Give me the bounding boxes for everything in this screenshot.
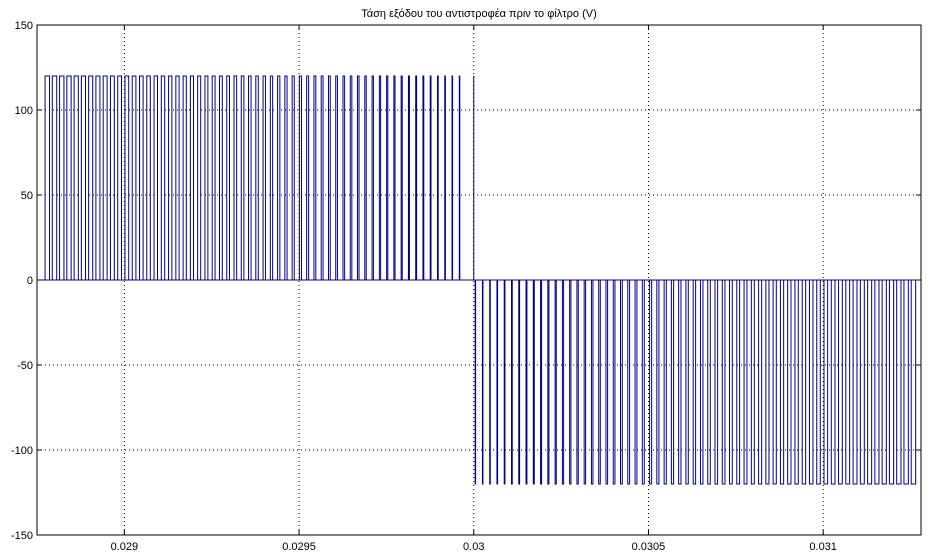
series-line	[37, 75, 921, 485]
x-axis: 0.029 0.0295 0.03 0.0305 0.031	[111, 25, 837, 553]
y-tick-label: 0	[27, 275, 33, 287]
y-tick-label: -100	[11, 445, 33, 457]
x-tick-label: 0.031	[809, 541, 837, 553]
y-tick-label: 150	[15, 20, 33, 32]
x-tick-label: 0.029	[111, 541, 139, 553]
y-tick-label: 100	[15, 105, 33, 117]
chart-title: Τάση εξόδου του αντιστροφέα πριν το φίλτ…	[361, 8, 597, 20]
x-tick-label: 0.03	[463, 541, 484, 553]
y-axis: 150 100 50 0 -50 -100 -150	[11, 20, 921, 542]
signal-layer	[37, 75, 921, 485]
x-tick-label: 0.0305	[632, 541, 666, 553]
y-tick-label: -150	[11, 530, 33, 542]
y-tick-label: -50	[17, 360, 33, 372]
x-tick-label: 0.0295	[282, 541, 316, 553]
y-tick-label: 50	[21, 190, 33, 202]
